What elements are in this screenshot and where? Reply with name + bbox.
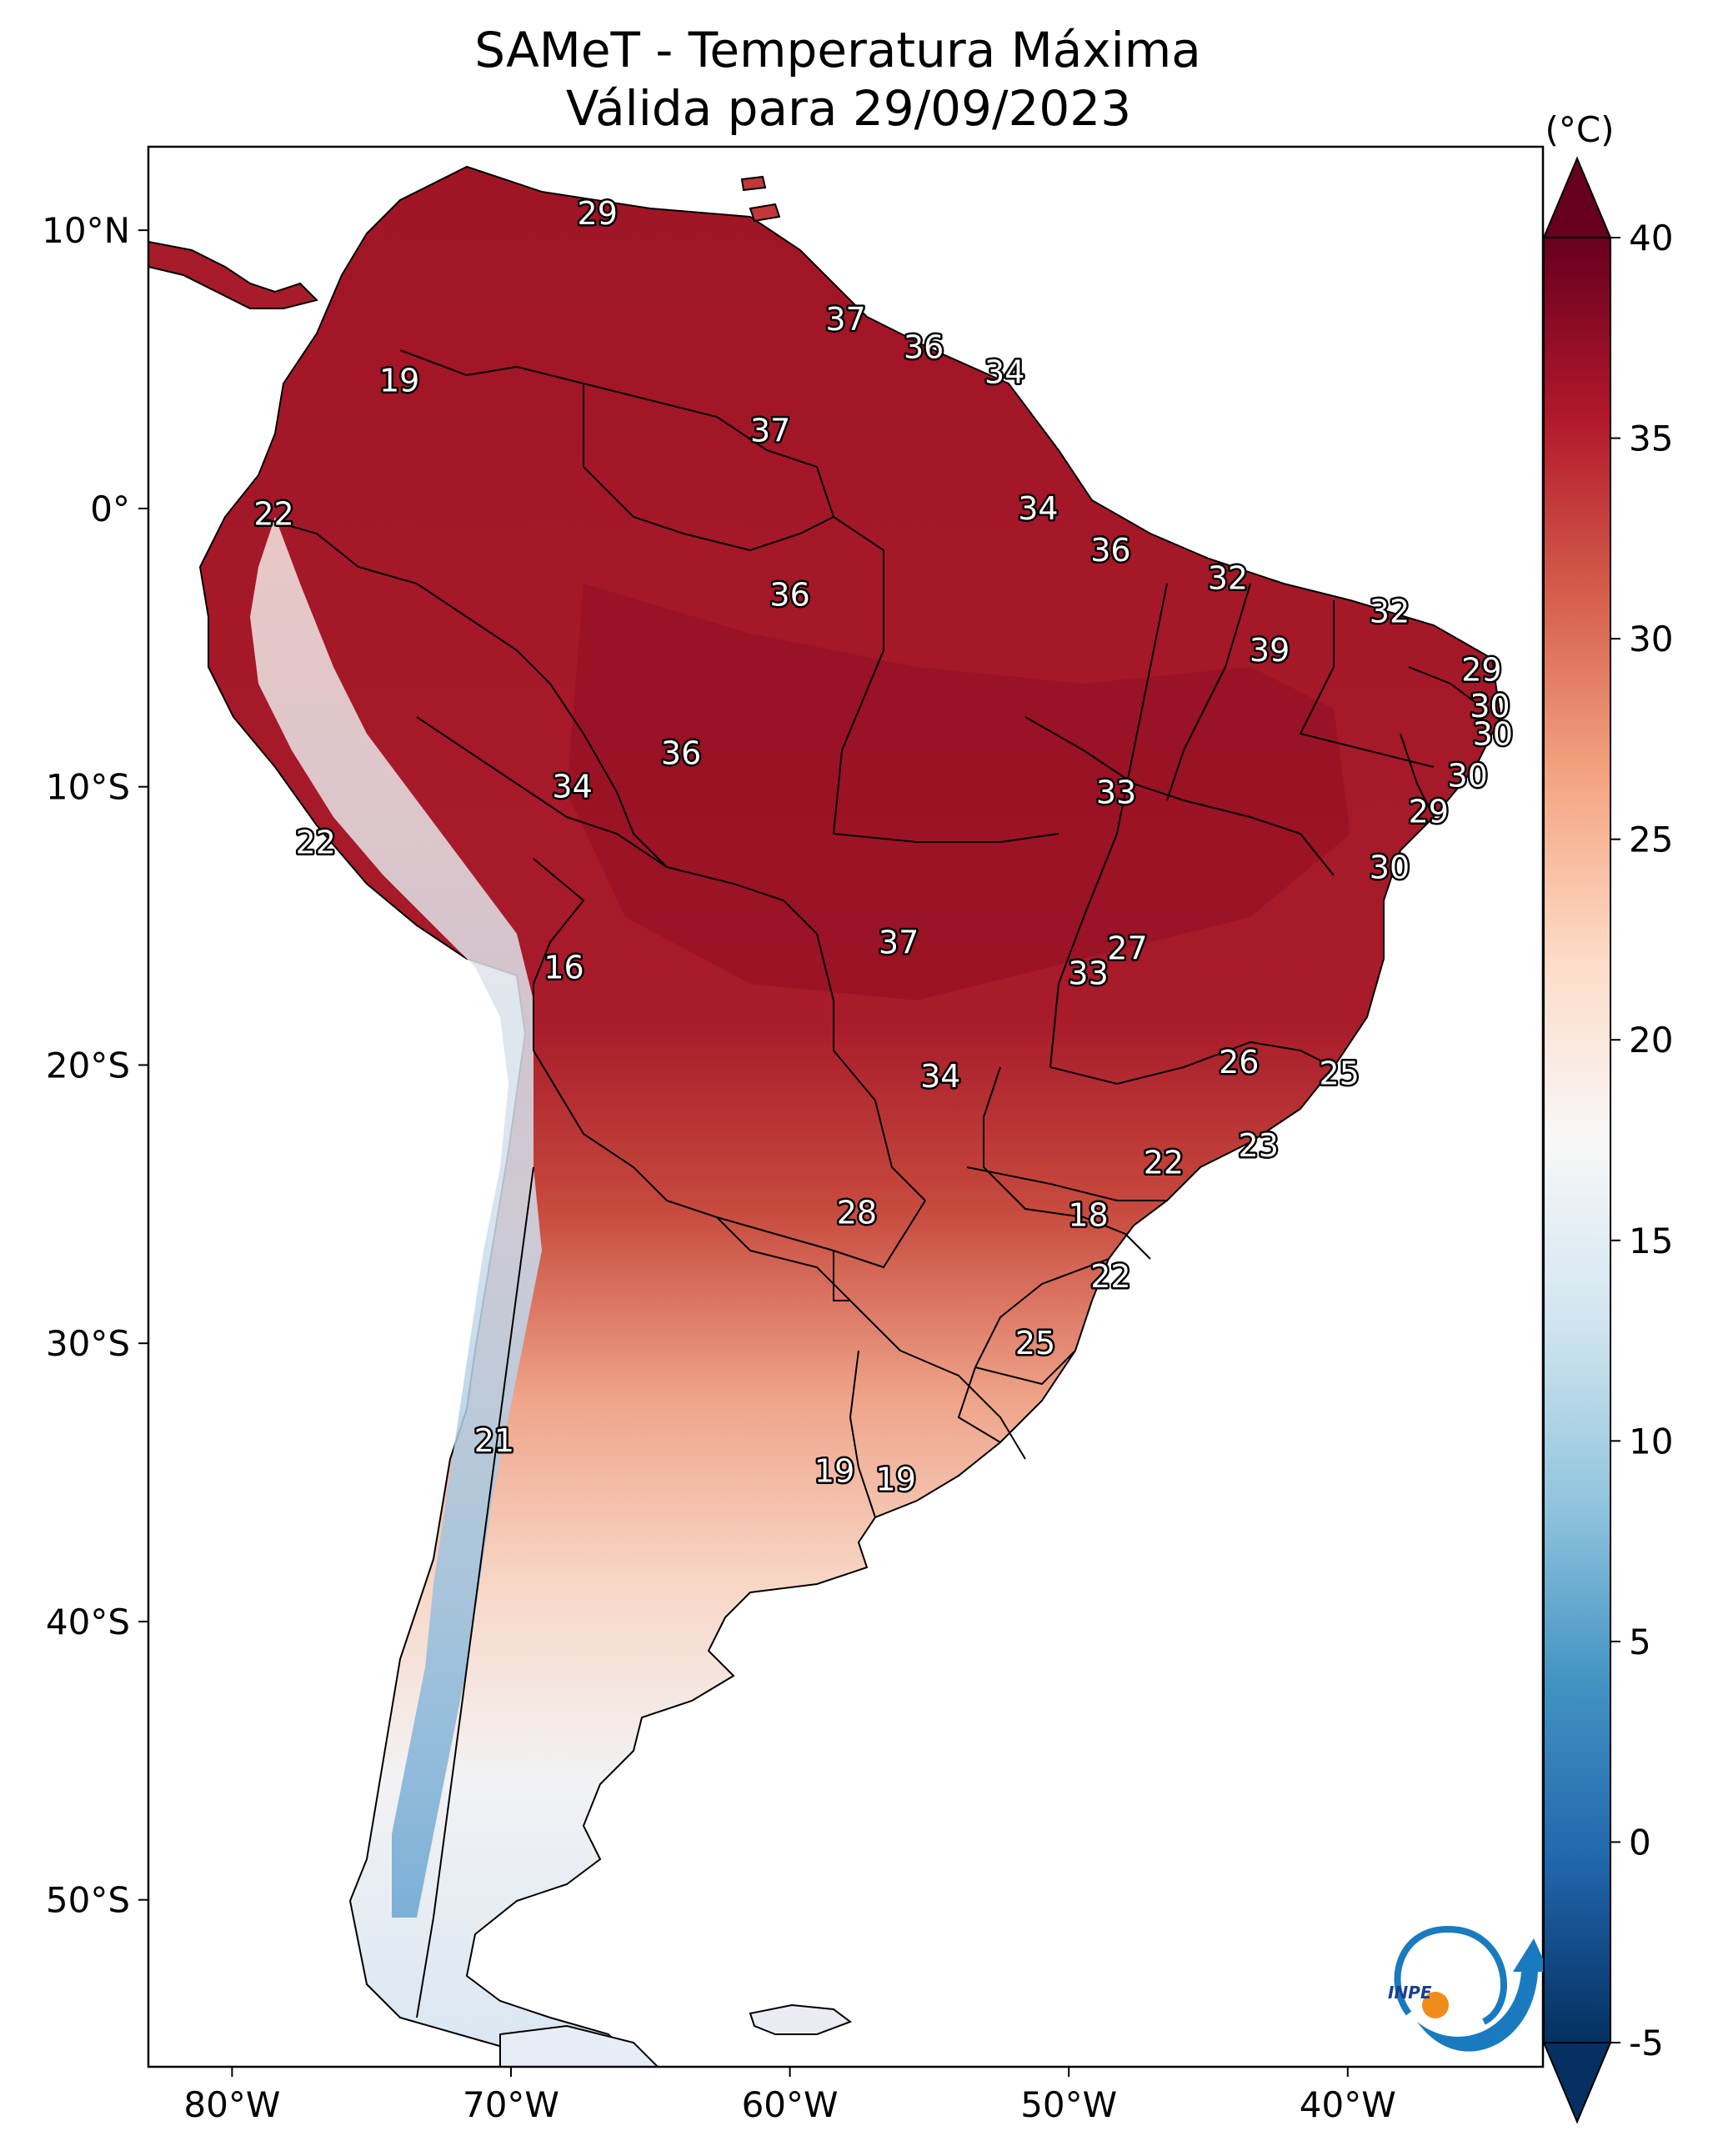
point-value-label: 30 [1473, 715, 1513, 752]
point-value-label: 16 [543, 950, 584, 986]
lat-tick-label: 30°S [46, 1323, 130, 1364]
point-value-label: 30 [1370, 849, 1410, 885]
lat-tick-label: 10°N [42, 210, 130, 251]
point-value-label: 36 [769, 576, 809, 613]
colorbar-tick-label: 15 [1629, 1221, 1673, 1261]
point-value-label: 22 [253, 496, 293, 533]
colorbar-tick-label: 40 [1629, 218, 1673, 258]
point-value-label: 22 [1144, 1144, 1184, 1181]
falkland-islands [749, 2003, 853, 2035]
colorbar-tick-label: 0 [1629, 1822, 1651, 1863]
colorbar-tick-label: 30 [1629, 619, 1673, 659]
lat-tick-label: 20°S [46, 1045, 130, 1086]
point-value-label: 29 [1461, 651, 1501, 688]
colorbar-top-extension [1542, 156, 1612, 238]
colorbar-gradient-body [1543, 237, 1611, 2043]
point-value-label: 39 [1250, 632, 1290, 669]
point-value-label: 32 [1370, 593, 1410, 629]
point-value-label: 37 [879, 925, 919, 961]
logo-sun-icon [1422, 1992, 1449, 2018]
inpe-logo: INPE [1388, 1926, 1549, 2052]
country-borders [258, 349, 1485, 2018]
colorbar-tick-label: 5 [1629, 1622, 1651, 1662]
central-america-land [148, 240, 318, 309]
logo-text: INPE [1388, 1983, 1432, 2003]
point-value-label: 26 [1219, 1044, 1259, 1081]
point-value-label: 34 [920, 1058, 960, 1095]
map-area [148, 165, 1502, 2067]
colorbar-tick-label: 35 [1629, 419, 1673, 459]
point-value-label: 36 [661, 735, 701, 772]
south-america-land [198, 165, 1502, 2065]
point-value-label: 36 [904, 328, 944, 365]
lat-tick-label: 40°S [46, 1602, 130, 1642]
point-value-label: 22 [1090, 1258, 1130, 1295]
point-value-label: 37 [825, 301, 865, 338]
lon-tick-label: 40°W [1300, 2084, 1396, 2125]
point-value-label: 19 [876, 1462, 916, 1498]
andes-cool-region [250, 517, 542, 1918]
point-value-label: 25 [1015, 1325, 1055, 1361]
lon-tick-label: 50°W [1020, 2084, 1117, 2125]
point-value-label: 19 [814, 1453, 854, 1490]
lon-tick-label: 80°W [183, 2084, 280, 2125]
caribbean-island [740, 175, 767, 192]
title-line-1: SAMeT - Temperatura Máxima [474, 22, 1201, 78]
lat-tick-label: 0° [90, 489, 130, 529]
title-line-2: Válida para 29/09/2023 [566, 80, 1131, 137]
lat-tick-labels: 10°N 0° 10°S 20°S 30°S 40°S 50°S [42, 210, 148, 1921]
lon-tick-labels: 80°W 70°W 60°W 50°W 40°W [183, 2067, 1396, 2125]
point-value-label: 33 [1096, 774, 1136, 810]
lon-tick-label: 70°W [463, 2084, 559, 2125]
point-value-label: 34 [552, 769, 592, 805]
point-value-label: 36 [1090, 532, 1130, 569]
lon-tick-label: 60°W [742, 2084, 839, 2125]
colorbar-tick-label: -5 [1629, 2023, 1664, 2063]
point-value-label: 22 [296, 824, 336, 860]
hot-interior-region [567, 584, 1350, 1000]
point-value-label: 23 [1239, 1127, 1279, 1164]
point-labels: 2919222216213736343734363232393629303030… [252, 193, 1515, 1501]
logo-swoosh-icon [1394, 1926, 1507, 2025]
point-value-label: 33 [1068, 955, 1108, 991]
point-value-label: 25 [1320, 1055, 1360, 1091]
lat-tick-label: 10°S [46, 767, 130, 808]
point-value-label: 21 [474, 1422, 514, 1459]
caribbean-island [749, 203, 781, 223]
point-value-label: 30 [1470, 688, 1510, 725]
colorbar-tick-label: 20 [1629, 1020, 1673, 1060]
point-value-label: 29 [578, 195, 618, 232]
lat-tick-label: 50°S [46, 1880, 130, 1921]
colorbar-bottom-extension [1542, 2042, 1612, 2124]
point-value-label: 28 [837, 1194, 877, 1231]
point-value-label: 37 [750, 412, 790, 449]
point-value-label: 27 [1107, 930, 1147, 966]
point-value-label: 34 [1018, 490, 1058, 527]
colorbar-tick-label: 10 [1629, 1421, 1673, 1462]
colorbar-ticks: 40 35 30 25 20 15 10 5 0 -5 [1610, 218, 1673, 2063]
colorbar-tick-label: 25 [1629, 820, 1673, 860]
point-value-label: 29 [1409, 794, 1449, 830]
colorbar: (°C) 40 35 30 25 20 15 10 5 0 -5 [1542, 109, 1673, 2124]
point-value-label: 30 [1447, 757, 1487, 794]
point-value-label: 32 [1208, 559, 1248, 596]
point-value-label: 18 [1068, 1197, 1108, 1234]
point-value-label: 34 [984, 353, 1024, 390]
colorbar-unit-label: (°C) [1545, 109, 1614, 150]
point-value-label: 19 [379, 362, 419, 399]
tierra-del-fuego [499, 2024, 659, 2067]
logo-arrow-icon [1417, 1938, 1549, 2052]
